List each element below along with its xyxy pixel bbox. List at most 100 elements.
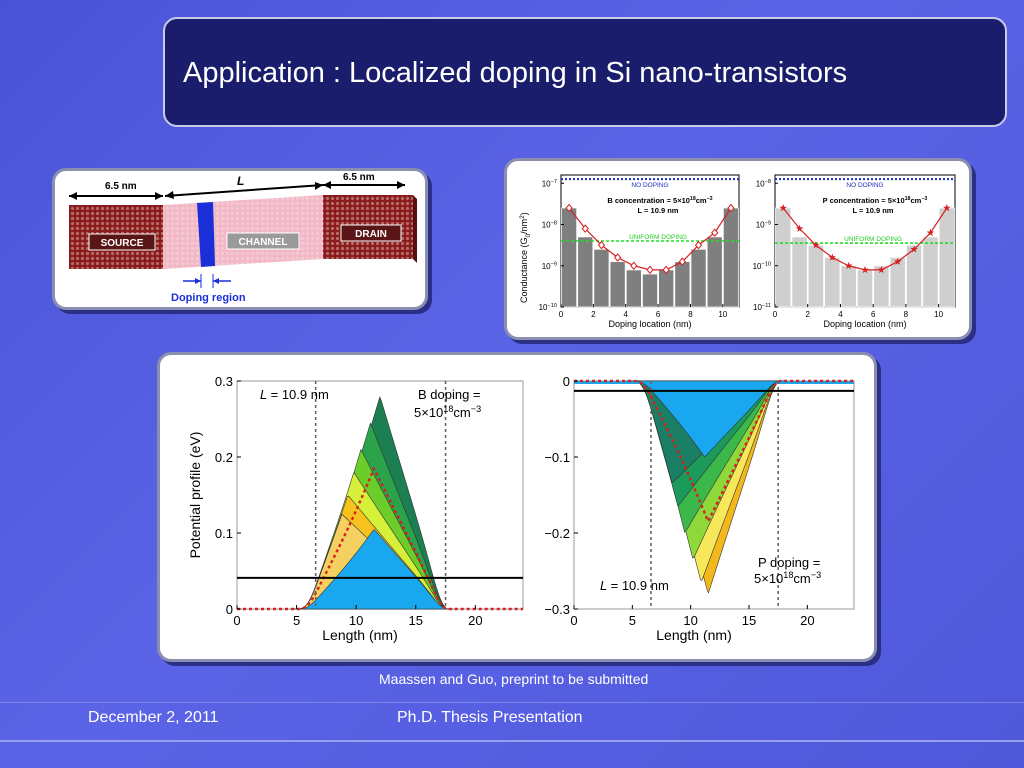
potential-charts: 0 5 10 15 20 0 0.1 0.2 0.3 Length (nm) L = 10.9 nm… bbox=[187, 374, 855, 643]
x-tick-label: 0 bbox=[559, 310, 564, 319]
bar bbox=[561, 207, 578, 308]
curve-point bbox=[727, 203, 735, 213]
x-tick-label: 15 bbox=[742, 613, 756, 628]
x-tick-label: 0 bbox=[570, 613, 577, 628]
footer-date: December 2, 2011 bbox=[88, 709, 219, 726]
x-tick-label: 10 bbox=[718, 310, 727, 319]
x-tick-label: 10 bbox=[349, 613, 363, 628]
conductance-charts: NO DOPING UNIFORM DOPING B concentration =… bbox=[519, 174, 956, 329]
y-tick-label: 10−10 bbox=[539, 303, 557, 312]
x-tick-label: 8 bbox=[904, 310, 909, 319]
x-tick-label: 20 bbox=[800, 613, 814, 628]
curve-point bbox=[711, 228, 719, 238]
y-tick-label: 10−8 bbox=[542, 220, 557, 229]
bar bbox=[690, 248, 707, 308]
x-axis-label: Doping location (nm) bbox=[823, 319, 906, 329]
curve-point bbox=[795, 224, 804, 232]
x-tick-label: 0 bbox=[773, 310, 778, 319]
device-panel: 6.5 nm L 6.5 nm SOURCE CHANNEL DRAIN bbox=[52, 168, 428, 310]
doping-stripe bbox=[197, 202, 215, 267]
y-tick-label: 0.1 bbox=[215, 526, 233, 541]
bar bbox=[856, 269, 874, 308]
bar bbox=[625, 269, 642, 308]
y-tick-label: 0.2 bbox=[215, 450, 233, 465]
curve-point bbox=[828, 253, 837, 261]
x-tick-label: 5 bbox=[293, 613, 300, 628]
bar bbox=[824, 257, 841, 308]
x-tick-label: 10 bbox=[683, 613, 697, 628]
left-length-label: 6.5 nm bbox=[105, 181, 137, 192]
bar bbox=[658, 269, 675, 308]
curve-point bbox=[630, 261, 638, 271]
bar bbox=[906, 244, 923, 308]
bar bbox=[922, 236, 939, 308]
bar bbox=[873, 265, 890, 308]
curve-point bbox=[678, 257, 687, 266]
undoped-area bbox=[626, 380, 786, 458]
bar bbox=[706, 236, 723, 308]
x-tick-label: 2 bbox=[806, 310, 811, 319]
curve-point bbox=[779, 204, 787, 212]
x-tick-label: 6 bbox=[656, 310, 661, 319]
y-tick-label: 10−9 bbox=[756, 220, 771, 229]
x-tick-label: 10 bbox=[934, 310, 943, 319]
bar bbox=[674, 261, 691, 308]
channel-length-label: L bbox=[237, 174, 244, 188]
device-schematic: 6.5 nm L 6.5 nm SOURCE CHANNEL DRAIN bbox=[69, 172, 417, 304]
doping-label: P doping = bbox=[758, 555, 820, 570]
bar bbox=[593, 248, 610, 308]
undoped-area bbox=[290, 529, 453, 610]
curve-point bbox=[877, 265, 886, 274]
drain-label: DRAIN bbox=[355, 229, 387, 240]
x-axis-label: Length (nm) bbox=[656, 627, 731, 643]
curve-point bbox=[613, 253, 622, 262]
x-axis-label: Doping location (nm) bbox=[608, 319, 691, 329]
bar bbox=[791, 236, 808, 308]
curve-point bbox=[861, 265, 869, 274]
curve-point bbox=[910, 245, 918, 253]
doping-region-label: Doping region bbox=[171, 292, 246, 304]
length-label: L = 10.9 nm bbox=[638, 206, 679, 215]
curve-point bbox=[893, 257, 902, 265]
curve-point bbox=[812, 241, 820, 249]
length-label: L = 10.9 nm bbox=[600, 578, 669, 593]
potential-chart-b: 0 5 10 15 20 0 0.1 0.2 0.3 Length (nm) L = 10.9 nm… bbox=[187, 374, 524, 643]
x-tick-label: 4 bbox=[624, 310, 629, 319]
conductance-chart-b: NO DOPING UNIFORM DOPING B concentration =… bbox=[519, 174, 740, 329]
curve-point bbox=[662, 265, 670, 275]
footer-divider bbox=[0, 740, 1024, 742]
no-doping-label: NO DOPING bbox=[846, 182, 883, 189]
potential-panel: 0 5 10 15 20 0 0.1 0.2 0.3 Length (nm) L = 10.9 nm… bbox=[157, 352, 877, 662]
curve-point bbox=[565, 203, 573, 213]
x-tick-label: 4 bbox=[838, 310, 843, 319]
x-axis-label: Length (nm) bbox=[322, 627, 397, 643]
y-tick-label: 10−8 bbox=[756, 179, 771, 188]
y-tick-label: −0.3 bbox=[544, 602, 570, 617]
footer-center: Ph.D. Thesis Presentation bbox=[397, 709, 583, 726]
y-tick-label: 0 bbox=[563, 374, 570, 389]
footer-divider-top bbox=[0, 702, 1024, 703]
x-tick-label: 0 bbox=[233, 613, 240, 628]
credit-text: Maassen and Guo, preprint to be submitte… bbox=[379, 671, 649, 687]
bar bbox=[775, 207, 792, 308]
conductance-chart-p: NO DOPING UNIFORM DOPING P concentration =… bbox=[753, 174, 956, 329]
no-doping-label: NO DOPING bbox=[631, 182, 668, 189]
bar bbox=[642, 273, 658, 308]
y-axis-label: Conductance (G0/nm2) bbox=[519, 212, 532, 303]
bar bbox=[938, 207, 955, 308]
conductance-panel: NO DOPING UNIFORM DOPING B concentration =… bbox=[504, 158, 972, 340]
curve-point bbox=[844, 261, 853, 269]
x-tick-label: 15 bbox=[409, 613, 423, 628]
curve-point bbox=[646, 265, 654, 275]
y-axis-label: Potential profile (eV) bbox=[187, 432, 203, 559]
doping-concentration-label: 5×1018cm−3 bbox=[414, 404, 481, 420]
length-label: L = 10.9 nm bbox=[260, 387, 329, 402]
curve-point bbox=[581, 224, 589, 233]
y-tick-label: 10−10 bbox=[753, 262, 771, 271]
concentration-label: B concentration = 5×1018cm−3 bbox=[607, 196, 712, 205]
concentration-label: P concentration = 5×1018cm−3 bbox=[823, 196, 928, 205]
source-label: SOURCE bbox=[101, 238, 144, 249]
bar bbox=[889, 257, 906, 308]
bar bbox=[807, 244, 824, 308]
uniform-doping-label: UNIFORM DOPING bbox=[844, 236, 902, 243]
